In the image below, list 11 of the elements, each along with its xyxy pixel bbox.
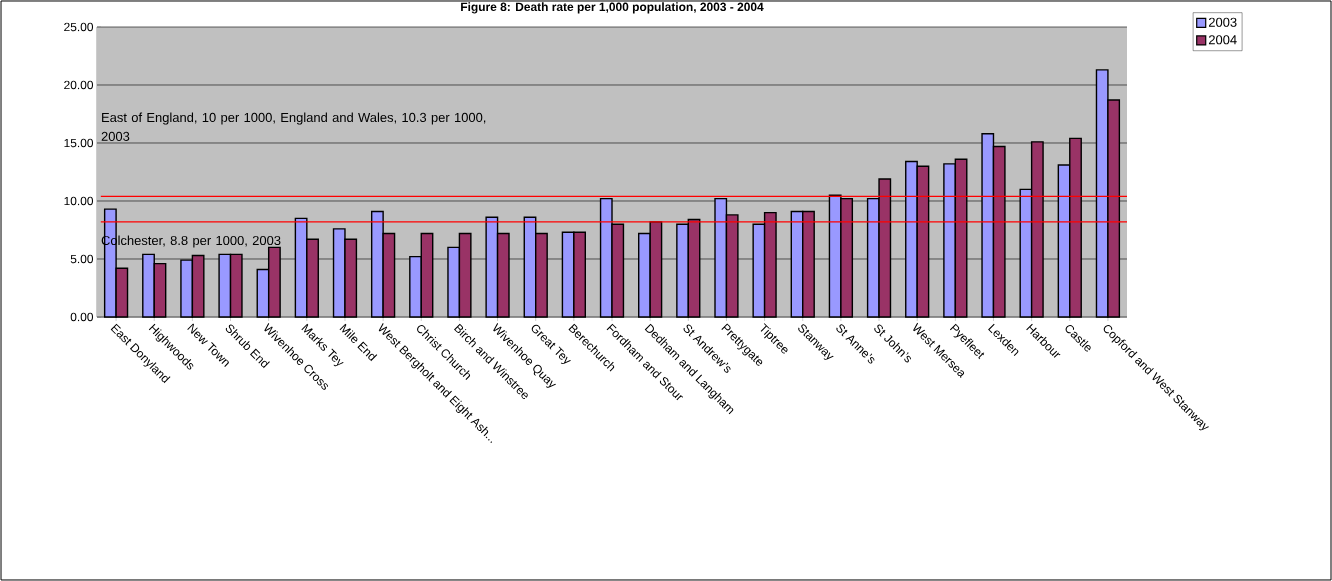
- y-tick-label: 0.00: [70, 312, 94, 322]
- annotation: East of England, 10 per 1000, England and Wales, 10.3 per 1000, 2003: [101, 112, 486, 141]
- y-tick-label: 10.00: [64, 196, 94, 206]
- y-tick-label: 15.00: [64, 138, 94, 148]
- y-tick-label: 25.00: [64, 22, 94, 32]
- y-tick-label: 5.00: [70, 254, 94, 264]
- x-tick-label: Mile End: [339, 323, 378, 362]
- legend-label: 2004: [1208, 35, 1237, 45]
- chart-title: Figure 8: Death rate per 1,000 population, 2003 - 2004: [461, 2, 764, 14]
- y-tick-label: 20.00: [64, 80, 94, 90]
- legend-label: 2003: [1208, 17, 1237, 27]
